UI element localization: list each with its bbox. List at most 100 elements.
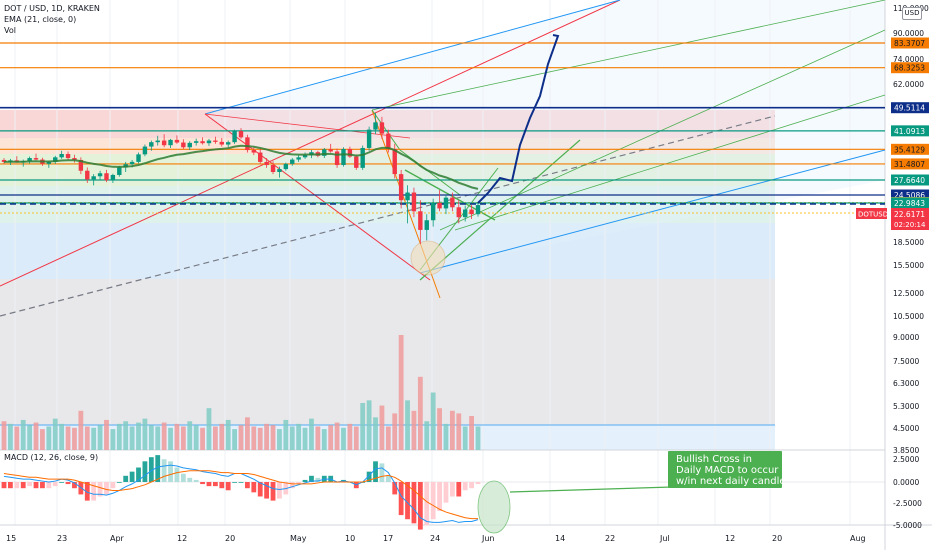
volume-bars — [1, 335, 481, 450]
price-level-tag — [891, 189, 929, 201]
macd-histogram-bar — [232, 482, 237, 483]
price-level-tag — [891, 174, 929, 186]
macd-histogram-bar — [193, 479, 199, 482]
symbol-tag — [856, 208, 887, 219]
volume-bar — [155, 426, 161, 450]
price-level-tag-text: 24.5086 — [894, 191, 925, 200]
volume-bar — [360, 402, 366, 450]
projected-price-path — [477, 34, 560, 204]
currency-button[interactable]: USD — [902, 7, 922, 20]
red-trend-line — [0, 0, 621, 287]
candle — [110, 174, 116, 181]
candle — [450, 197, 455, 208]
candle — [264, 161, 269, 166]
macd-histogram-bar — [296, 482, 302, 485]
volume-bar — [469, 416, 474, 450]
volume-bar — [110, 429, 116, 450]
macd-histogram-bar — [462, 482, 468, 491]
macd-histogram-bar — [129, 471, 135, 482]
candle — [213, 140, 218, 142]
candle — [193, 141, 199, 143]
candle — [168, 139, 173, 146]
time-tick-label: 20 — [225, 534, 235, 543]
volume-bar — [200, 427, 205, 450]
macd-histogram-bar — [309, 475, 314, 482]
candle — [322, 149, 327, 156]
price-tick-label: 12.5000 — [893, 289, 924, 298]
volume-bar — [385, 426, 391, 450]
macd-histogram-bar — [136, 467, 141, 482]
time-tick-label: 23 — [57, 534, 67, 543]
candle — [238, 131, 244, 138]
price-level-tag-text: 49.5114 — [894, 104, 925, 113]
macd-histogram-bar — [257, 482, 263, 497]
volume-bar — [193, 425, 199, 450]
macd-histogram-bar — [212, 482, 218, 487]
macd-histogram-bar — [385, 475, 391, 482]
volume-bar — [257, 427, 263, 450]
volume-bar — [27, 425, 33, 450]
volume-bar — [296, 423, 302, 450]
time-tick-label: 20 — [772, 534, 782, 543]
candle — [174, 139, 180, 143]
volume-bar — [91, 427, 97, 450]
volume-bar — [116, 423, 122, 450]
macd-histogram-bar — [289, 482, 295, 489]
candle — [85, 170, 90, 180]
price-level-tag-text: 83.3707 — [894, 39, 925, 48]
macd-histogram-bar — [443, 482, 449, 503]
candle — [65, 153, 71, 159]
candle — [206, 140, 212, 144]
price-level-tag — [891, 62, 929, 74]
candle — [283, 163, 289, 170]
volume-bar — [104, 419, 109, 450]
volume-bar — [123, 421, 129, 450]
candle — [97, 173, 103, 177]
volume-bar — [302, 427, 308, 450]
price-level-tag — [891, 143, 929, 155]
price-tick-label: 74.0000 — [893, 55, 924, 64]
candle — [72, 158, 77, 160]
volume-bar — [353, 426, 359, 450]
price-axis[interactable]: 110.000090.000074.000062.000018.500015.5… — [856, 4, 929, 530]
macd-histogram-bar — [456, 482, 462, 497]
volume-bar — [424, 421, 430, 450]
volume-bar — [174, 423, 180, 450]
macd-histogram-bar — [187, 477, 193, 482]
volume-bar — [20, 419, 26, 450]
volume-bar — [232, 429, 237, 450]
time-axis[interactable]: 15 23 Apr 12 20 May 10 17 24 Jun 14 22 Jul 12 20 Aug — [6, 534, 866, 543]
price-tick-label: 4.5000 — [893, 424, 919, 433]
volume-bar — [341, 427, 346, 450]
volume-bar — [270, 425, 276, 450]
ema-line — [3, 144, 479, 190]
candle — [155, 140, 160, 143]
volume-bar — [456, 413, 462, 450]
candle — [53, 157, 58, 162]
volume-bar — [430, 392, 436, 450]
candle — [334, 151, 340, 166]
macd-pane — [0, 455, 885, 530]
volume-bar — [52, 418, 58, 450]
volume-bar — [40, 429, 45, 450]
macd-histogram-bar — [238, 482, 244, 483]
cross-highlight-ellipse — [477, 480, 511, 534]
volume-bar — [136, 422, 141, 450]
price-levels — [0, 42, 885, 426]
candle — [437, 202, 442, 209]
macd-histogram-bar — [168, 461, 173, 482]
macd-histogram-bar — [104, 482, 109, 495]
macd-tick-label: -2.5000 — [893, 499, 922, 508]
volume-bar — [437, 408, 442, 450]
candle — [462, 209, 468, 218]
candle — [373, 122, 378, 130]
volume-bar — [309, 418, 314, 450]
current-price-value: 22.6171 — [894, 210, 925, 219]
macd-histogram-bar — [392, 482, 398, 495]
macd-histogram-bar — [180, 473, 186, 482]
price-tick-label: 62.0000 — [893, 80, 924, 89]
candle — [129, 161, 135, 165]
volume-bar — [251, 426, 257, 450]
time-tick-label: Apr — [110, 534, 125, 543]
